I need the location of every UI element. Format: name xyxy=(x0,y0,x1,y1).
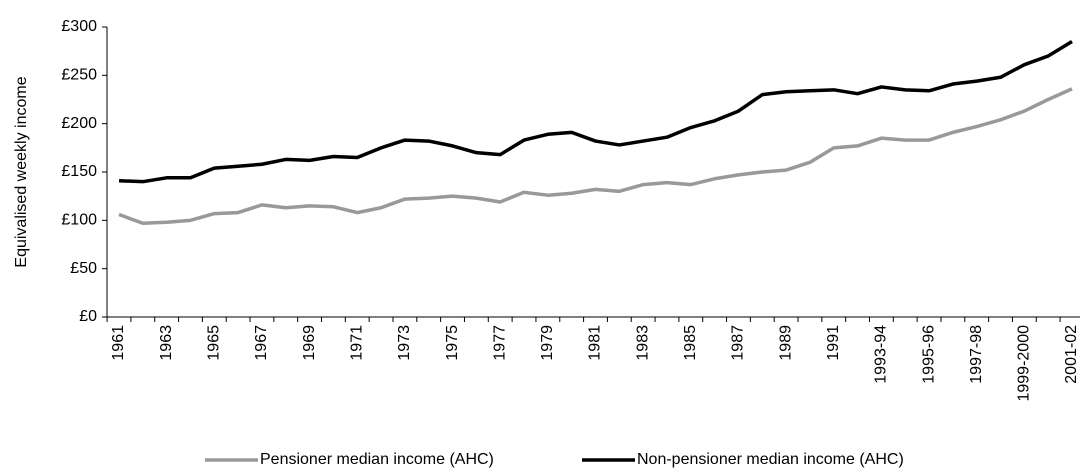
y-tick-label: £50 xyxy=(70,260,97,277)
x-tick-label: 1965 xyxy=(206,325,223,361)
y-tick-label: £300 xyxy=(61,18,97,35)
x-tick-label: 1975 xyxy=(444,325,461,361)
y-tick-label: £150 xyxy=(61,163,97,180)
x-tick-label: 1989 xyxy=(777,325,794,361)
x-tick-label: 1971 xyxy=(348,325,365,361)
x-tick-label: 1995-96 xyxy=(920,325,937,384)
x-tick-label: 1983 xyxy=(634,325,651,361)
legend-label: Non-pensioner median income (AHC) xyxy=(637,451,904,468)
x-tick-label: 1981 xyxy=(587,325,604,361)
x-tick-label: 2001-02 xyxy=(1063,325,1080,384)
y-tick-label: £200 xyxy=(61,115,97,132)
x-tick-label: 1961 xyxy=(110,325,127,361)
x-tick-label: 1999-2000 xyxy=(1016,325,1033,402)
series-line xyxy=(118,40,1073,184)
x-tick-label: 1973 xyxy=(396,325,413,361)
y-tick-label: £0 xyxy=(79,308,97,325)
y-axis-label: Equivalised weekly income xyxy=(13,76,30,267)
x-tick-label: 1985 xyxy=(682,325,699,361)
x-tick-label: 1977 xyxy=(491,325,508,361)
legend-label: Pensioner median income (AHC) xyxy=(260,451,494,468)
x-tick-label: 1997-98 xyxy=(968,325,985,384)
series-line xyxy=(118,87,1073,225)
y-tick-label: £100 xyxy=(61,212,97,229)
x-tick-label: 1963 xyxy=(158,325,175,361)
x-tick-label: 1967 xyxy=(253,325,270,361)
x-tick-label: 1993-94 xyxy=(873,325,890,384)
x-tick-label: 1991 xyxy=(825,325,842,361)
x-tick-label: 1969 xyxy=(301,325,318,361)
x-tick-label: 1979 xyxy=(539,325,556,361)
x-tick-label: 1987 xyxy=(730,325,747,361)
y-tick-label: £250 xyxy=(61,67,97,84)
